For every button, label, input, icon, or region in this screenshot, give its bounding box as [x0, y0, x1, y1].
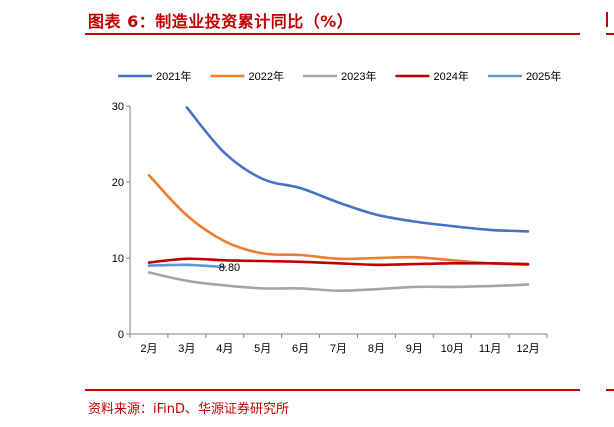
- series-line-2024: [147, 257, 530, 267]
- next-figure-edge: [606, 12, 614, 27]
- x-tick-label: 4月: [216, 343, 233, 355]
- chart-series: [147, 106, 530, 293]
- legend-label: 2021年: [156, 69, 191, 83]
- series-line-2025: [147, 263, 227, 269]
- legend-label: 2022年: [248, 69, 283, 83]
- series-line-2023: [147, 271, 530, 293]
- x-tick-label: 9月: [406, 343, 423, 355]
- y-tick-label: 10: [112, 253, 124, 265]
- legend-label: 2024年: [433, 69, 468, 83]
- chart-annotations: 8.80: [219, 262, 240, 274]
- series-line-2021: [185, 106, 530, 233]
- y-tick-label: 0: [118, 329, 124, 341]
- source-note: 资料来源：iFinD、华源证券研究所: [88, 402, 290, 417]
- y-tick-label: 20: [112, 177, 124, 189]
- x-tick-label: 11月: [479, 343, 501, 355]
- series-line-2022: [147, 173, 530, 267]
- x-tick-label: 6月: [292, 343, 309, 355]
- legend-label: 2023年: [341, 69, 376, 83]
- x-tick-label: 2月: [140, 343, 157, 355]
- x-tick-label: 12月: [516, 343, 539, 355]
- legend-label: 2025年: [526, 69, 561, 83]
- next-figure-rule-top: [606, 33, 614, 35]
- y-tick-label: 30: [112, 101, 124, 113]
- next-figure-rule-bottom: [606, 389, 614, 391]
- x-tick-label: 10月: [441, 343, 464, 355]
- source-divider: [85, 389, 580, 391]
- chart-axes: 0 10 20 30 2月 3月 4月 5月 6月 7月 8月 9月 10月 11月 12月: [112, 101, 548, 355]
- data-label-2025: 8.80: [219, 262, 240, 274]
- x-tick-label: 7月: [330, 343, 347, 355]
- x-tick-label: 5月: [254, 343, 271, 355]
- chart-legend: 2021年 2022年 2023年 2024年 2025年: [118, 69, 561, 83]
- x-tick-label: 8月: [368, 343, 385, 355]
- x-tick-label: 3月: [178, 343, 195, 355]
- figure-title: 图表 6：制造业投资累计同比（%）: [88, 12, 354, 31]
- title-underline: [85, 33, 580, 35]
